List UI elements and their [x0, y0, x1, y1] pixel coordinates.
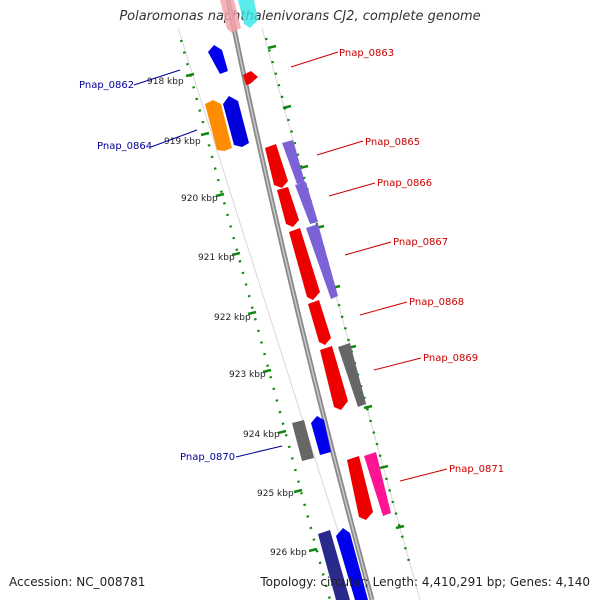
gene-arrow-0863 [243, 71, 258, 85]
gene-arrow-0871-red [347, 456, 373, 520]
gene-arrow-0870-gray [292, 420, 314, 461]
tick-label-926: 926 kbp [270, 548, 307, 558]
gene-label-0864: Pnap_0864 [97, 141, 152, 152]
gene-arrow-bottom-blue [336, 528, 368, 600]
gene-arrow-0864-blue [223, 96, 249, 147]
gene-label-0865: Pnap_0865 [365, 137, 420, 148]
outer-band-right [261, 27, 421, 600]
accession-text: Accession: NC_008781 [9, 575, 146, 589]
gene-label-0870: Pnap_0870 [180, 452, 235, 463]
tick-label-925: 925 kbp [257, 489, 294, 499]
genome-summary-text: Topology: circular; Length: 4,410,291 bp… [260, 575, 590, 589]
gene-label-0868: Pnap_0868 [409, 297, 464, 308]
gene-leader-lines [133, 51, 448, 482]
gene-arrow-0871-pink [364, 452, 391, 516]
gene-arrow-0869-red [320, 346, 348, 410]
gene-labels: Pnap_0862 Pnap_0863 Pnap_0864 Pnap_0865 … [79, 48, 504, 475]
gene-label-0863: Pnap_0863 [339, 48, 394, 59]
gene-arrow-top-cyan [238, 0, 258, 28]
tick-label-922: 922 kbp [214, 313, 251, 323]
outer-band-left [177, 27, 361, 600]
gene-label-0867: Pnap_0867 [393, 237, 448, 248]
gene-arrow-0867-purple [306, 224, 338, 299]
gene-arrow-0868 [308, 300, 331, 345]
gene-arrow-0869-gray [338, 343, 366, 407]
gene-label-0869: Pnap_0869 [423, 353, 478, 364]
gene-arrow-0865-purple [282, 140, 305, 184]
gene-arrow-0866-purple [295, 182, 318, 224]
tick-label-918: 918 kbp [147, 77, 184, 87]
tick-label-920: 920 kbp [181, 194, 218, 204]
major-ticks-left [185, 72, 318, 553]
genome-title: Polaromonas naphthalenivorans CJ2, compl… [119, 9, 481, 24]
kbp-tick-labels: 918 kbp 919 kbp 920 kbp 921 kbp 922 kbp … [147, 77, 307, 558]
gene-arrow-top-pink [220, 0, 241, 33]
gene-arrow-0864-orange [205, 100, 232, 151]
tick-label-919: 919 kbp [164, 137, 201, 147]
gene-arrow-0867-red [289, 228, 320, 300]
tick-label-923: 923 kbp [229, 370, 266, 380]
tick-label-924: 924 kbp [243, 430, 280, 440]
gene-arrow-0865-red [265, 144, 288, 188]
genome-backbone [225, 0, 375, 600]
gene-arrow-0870-blue [311, 416, 331, 455]
gene-arrow-bottom-navy [318, 530, 350, 600]
gene-label-0871: Pnap_0871 [449, 464, 504, 475]
gene-label-0866: Pnap_0866 [377, 178, 432, 189]
gene-label-0862: Pnap_0862 [79, 80, 134, 91]
gene-arrow-0866-red [277, 187, 299, 227]
gene-arrow-0862 [208, 45, 228, 74]
tick-label-921: 921 kbp [198, 253, 235, 263]
